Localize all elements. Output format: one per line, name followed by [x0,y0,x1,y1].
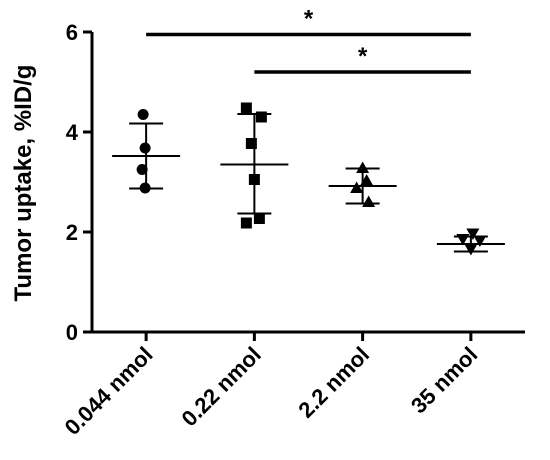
data-point [350,181,364,193]
significance-brackets: ** [146,6,471,74]
data-point [136,164,148,175]
data-point [139,182,151,194]
data-point [245,138,257,149]
y-tick-label: 0 [66,320,78,345]
data-point [360,174,374,186]
y-tick-label: 2 [66,220,78,245]
data-point [255,111,267,123]
data-point [139,142,151,154]
data-point [464,244,478,256]
data-point [240,102,252,114]
data-point [356,161,370,173]
y-tick-label: 4 [66,120,79,145]
x-tick-label: 0.22 nmol [176,342,265,431]
data-point [466,228,480,240]
data-point [137,109,149,120]
group-2 [328,161,397,207]
y-axis: 0 2 4 6 [66,20,94,345]
data-groups [112,102,505,256]
x-tick-label: 35 nmol [406,342,482,418]
data-point [248,174,260,185]
x-tick-label: 0.044 nmol [60,342,158,440]
x-axis: 0.044 nmol 0.22 nmol 2.2 nmol 35 nmol [60,330,525,440]
y-axis-label: Tumor uptake, %ID/g [10,65,37,302]
significance-star: * [304,6,314,33]
data-point [362,195,376,207]
data-point [456,234,470,246]
group-1 [220,102,289,229]
y-tick-label: 6 [66,20,78,45]
data-point [240,217,252,229]
data-point [253,213,265,224]
significance-star: * [358,43,368,70]
x-tick-label: 2.2 nmol [293,342,374,423]
data-point [473,235,487,247]
group-0 [112,109,181,194]
group-3 [436,228,505,256]
